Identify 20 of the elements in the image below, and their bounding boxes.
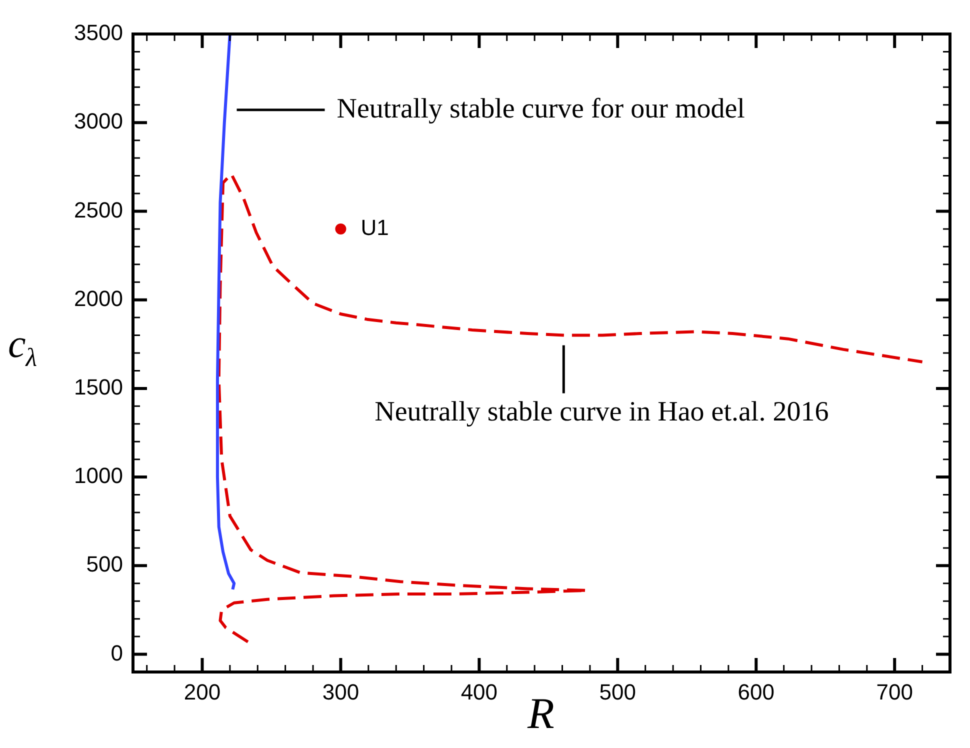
annotation: Neutrally stable curve in Hao et.al. 2016 — [374, 396, 829, 428]
y-tick-label: 0 — [110, 640, 123, 666]
y-tick-label: 500 — [86, 552, 123, 577]
x-tick-label: 600 — [738, 679, 774, 704]
y-tick-label: 1500 — [74, 374, 123, 400]
x-axis-title: R — [528, 689, 554, 738]
x-tick-label: 300 — [322, 679, 360, 704]
x-tick-label: 500 — [599, 679, 636, 704]
y-tick-label: 3000 — [74, 108, 123, 134]
x-tick-label: 200 — [184, 679, 221, 704]
y-tick-label: 2000 — [74, 286, 123, 311]
annotation: Neutrally stable curve for our model — [336, 93, 746, 124]
y-axis-title: c$_{λ}$ — [8, 320, 38, 373]
line-series — [217, 172, 924, 644]
annotation: U1 — [360, 215, 389, 240]
y-tick-label: 2500 — [74, 197, 123, 222]
y-tick-label: 3500 — [74, 20, 123, 46]
y-tick-label: 1000 — [74, 463, 123, 488]
x-tick-label: 400 — [460, 679, 498, 704]
x-tick-label: 700 — [876, 679, 913, 704]
